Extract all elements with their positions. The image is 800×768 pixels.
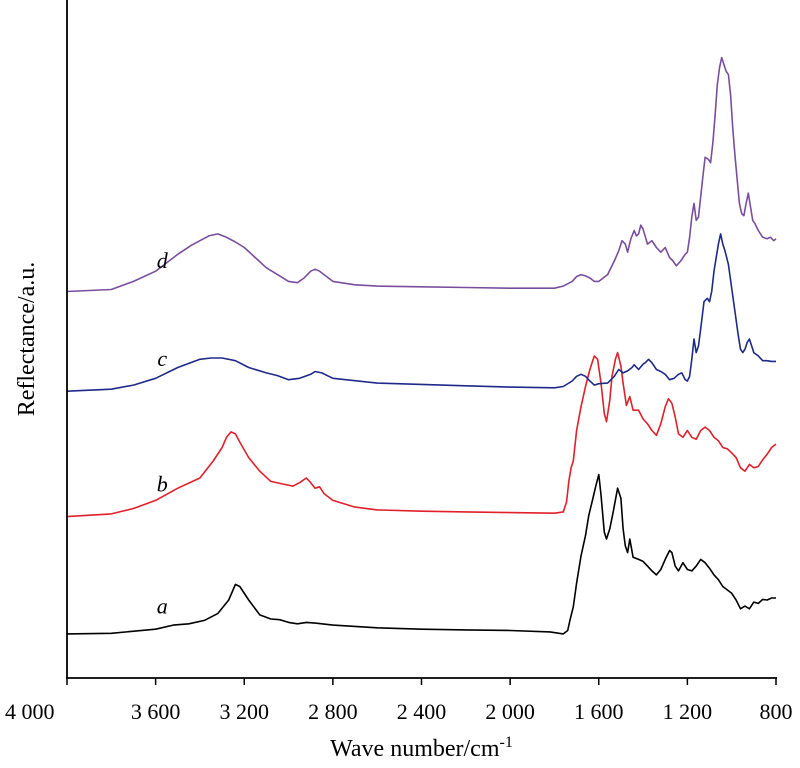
axes-layer (66, 0, 777, 679)
x-axis-title-superscript: -1 (500, 734, 513, 751)
series-line-d (66, 56, 777, 293)
x-axis-title-text: Wave number/cm (330, 736, 500, 762)
x-tick-label: 3 200 (220, 699, 270, 724)
x-tick-label: 1 600 (574, 699, 624, 724)
x-tick-label: 2 400 (397, 699, 447, 724)
series-labels: a b c d (157, 248, 169, 619)
series-label-b: b (157, 472, 168, 497)
series-layer (66, 56, 777, 635)
series-line-c (66, 233, 776, 392)
x-tick-label: 800 (760, 699, 793, 724)
x-tick-label: 2 800 (308, 699, 358, 724)
x-tick-label: 4 000 (5, 699, 55, 724)
series-label-a: a (157, 594, 168, 619)
series-label-c: c (157, 346, 167, 371)
x-tick-label: 2 000 (485, 699, 535, 724)
x-ticks: 4 000 3 600 3 200 2 800 2 400 2 000 1 600 1 200… (5, 678, 793, 724)
series-label-d: d (157, 248, 169, 273)
x-axis-title: Wave number/cm-1 (330, 734, 513, 762)
series-line-a (66, 473, 776, 635)
x-tick-label: 3 600 (131, 699, 181, 724)
series-line-b (66, 351, 777, 518)
x-tick-label: 1 200 (663, 699, 713, 724)
y-axis-title: Reflectance/a.u. (14, 262, 40, 417)
